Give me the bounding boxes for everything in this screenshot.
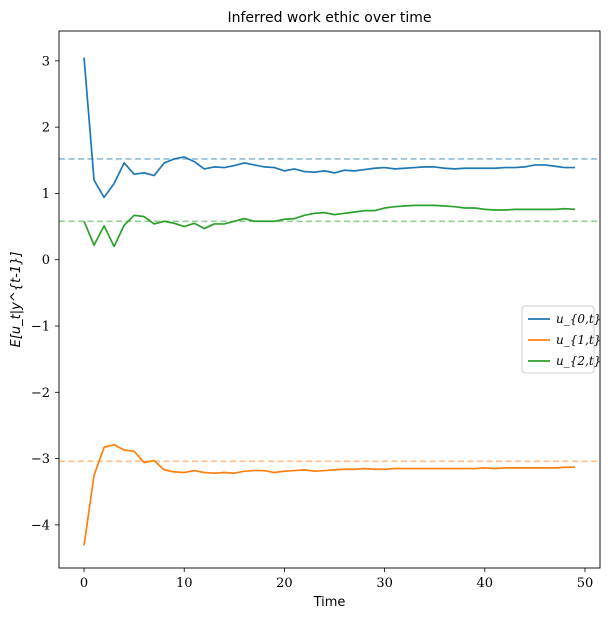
legend-box [521, 305, 595, 374]
y-tick-label: −1 [31, 320, 50, 335]
series-line [83, 443, 575, 546]
y-tick-label: −4 [31, 518, 50, 533]
y-tick-label: −2 [31, 386, 50, 401]
x-tick-label: 20 [276, 576, 293, 591]
legend-label: u_{0,t} [556, 312, 601, 326]
x-tick-label: 30 [376, 576, 393, 591]
y-axis-label: E[u_t|y^{t-1}] [9, 252, 24, 348]
x-tick-label: 0 [80, 576, 88, 591]
x-tick-label: 50 [577, 576, 594, 591]
x-tick-label: 10 [176, 576, 193, 591]
legend-label: u_{2,t} [556, 354, 601, 368]
y-tick-label: −3 [31, 452, 50, 467]
x-axis-label: Time [313, 595, 346, 610]
series-line [83, 57, 575, 199]
y-tick-label: 3 [42, 54, 50, 69]
y-tick-label: 0 [42, 253, 50, 268]
y-ticks: −4 −3 −2 −1 0 1 2 3 [31, 54, 59, 533]
axes-frame [58, 30, 601, 569]
series-lines [83, 57, 576, 546]
legend-label: u_{1,t} [556, 333, 601, 347]
y-tick-label: 2 [42, 121, 50, 136]
legend: u_{0,t} u_{1,t} u_{2,t} [521, 305, 601, 374]
x-tick-label: 40 [477, 576, 494, 591]
series-line [83, 204, 576, 248]
x-ticks: 0 10 20 30 40 50 [80, 568, 593, 591]
y-tick-label: 1 [42, 187, 50, 202]
chart-title: Inferred work ethic over time [227, 10, 431, 26]
